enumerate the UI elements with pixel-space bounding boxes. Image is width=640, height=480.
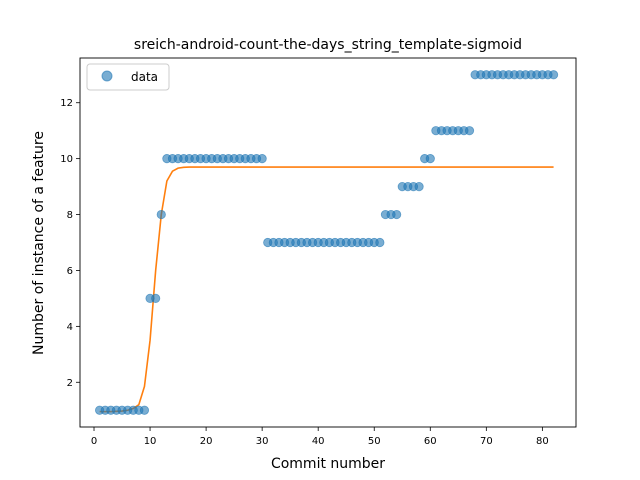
y-tick-label: 8 (67, 210, 73, 221)
data-point (425, 154, 435, 164)
y-tick-label: 2 (67, 378, 73, 389)
data-point (464, 126, 475, 136)
legend-box (86, 63, 170, 91)
x-tick-label: 60 (424, 436, 437, 447)
x-tick-label: 70 (480, 436, 493, 447)
y-tick-label: 6 (67, 266, 73, 277)
x-tick-label: 10 (144, 436, 157, 447)
legend: data (86, 63, 170, 91)
x-tick-label: 50 (368, 436, 381, 447)
data-point (392, 209, 402, 220)
legend-label: data (131, 70, 158, 84)
data-point (139, 405, 150, 415)
x-tick-label: 80 (536, 436, 549, 447)
data-point (151, 293, 161, 304)
x-tick-label: 0 (91, 436, 97, 447)
data-point (414, 181, 424, 192)
y-tick-label: 4 (67, 322, 73, 333)
chart-title: sreich-android-count-the-days_string_tem… (134, 37, 522, 53)
y-axis-label: Number of instance of a feature (31, 131, 47, 355)
y-tick-label: 12 (60, 98, 73, 109)
axis-ticks: 0 10 20 30 40 50 60 70 80 2 4 6 8 10 12 (60, 98, 548, 447)
plot-area-frame (79, 57, 577, 428)
legend-marker (101, 70, 113, 82)
x-axis-label: Commit number (271, 456, 385, 472)
x-tick-label: 30 (256, 436, 269, 447)
data-point (375, 237, 385, 248)
x-tick-label: 40 (312, 436, 325, 447)
data-point (156, 209, 166, 220)
y-tick-label: 10 (60, 154, 73, 165)
data-points-layer (95, 70, 559, 415)
data-point (257, 154, 267, 164)
data-point (548, 70, 559, 80)
x-tick-label: 20 (200, 436, 213, 447)
